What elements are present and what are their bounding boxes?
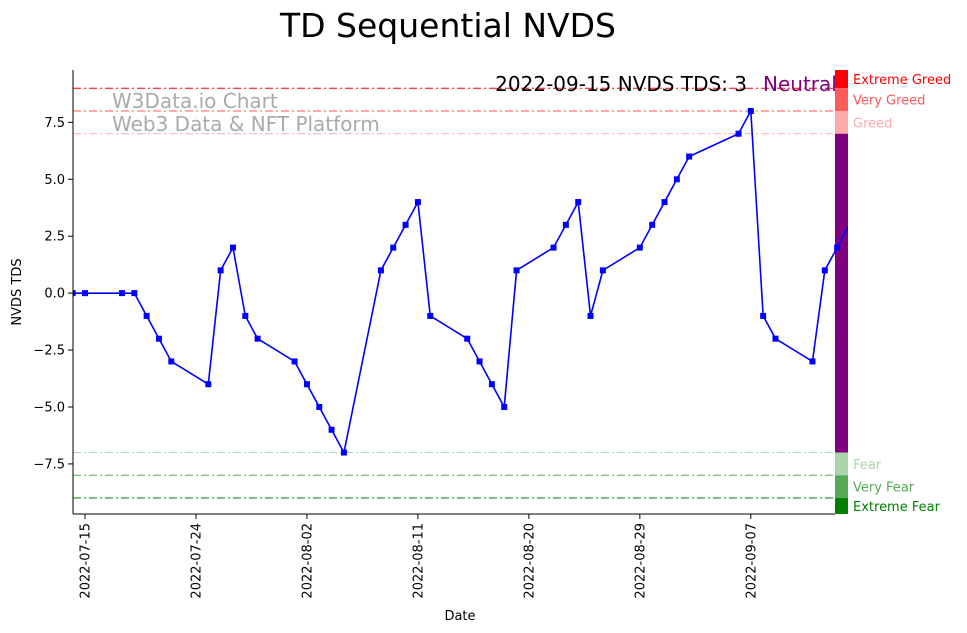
data-point-42 — [821, 267, 828, 274]
data-point-30 — [587, 312, 594, 319]
y-tick-label-6: −7.5 — [33, 457, 65, 472]
sentiment-label-2: Greed — [853, 116, 892, 131]
data-point-33 — [649, 221, 656, 228]
x-tick-label-3: 2022-08-11 — [411, 523, 426, 599]
series-line-0 — [73, 108, 848, 455]
sentiment-band-1 — [835, 88, 848, 111]
reference-lines — [73, 87, 835, 499]
y-tick-label-4: −2.5 — [33, 344, 65, 359]
data-point-3 — [131, 290, 138, 297]
data-point-39 — [760, 312, 767, 319]
series — [73, 107, 848, 456]
data-point-0 — [73, 290, 76, 297]
data-point-12 — [291, 358, 298, 365]
data-point-43 — [834, 244, 841, 251]
data-point-19 — [402, 221, 409, 228]
annotation-text: 2022-09-15 NVDS TDS: 3 — [495, 72, 747, 96]
sentiment-label-0: Extreme Greed — [853, 73, 951, 88]
x-tick-label-1: 2022-07-24 — [189, 523, 204, 599]
y-tick-label-1: 5.0 — [44, 173, 65, 188]
data-point-28 — [562, 221, 569, 228]
data-point-32 — [636, 244, 643, 251]
data-point-7 — [205, 381, 212, 388]
data-point-4 — [143, 312, 150, 319]
data-point-10 — [242, 312, 249, 319]
data-point-23 — [476, 358, 483, 365]
data-point-34 — [661, 199, 668, 206]
data-point-40 — [772, 335, 779, 342]
data-point-9 — [229, 244, 236, 251]
x-tick-label-5: 2022-08-29 — [633, 523, 648, 599]
data-point-29 — [575, 199, 582, 206]
x-tick-label-6: 2022-09-07 — [744, 523, 759, 599]
sentiment-band-4 — [835, 452, 848, 476]
data-point-21 — [427, 312, 434, 319]
y-tick-label-3: 0.0 — [44, 287, 65, 302]
data-point-22 — [464, 335, 471, 342]
ticks: 7.5 5.0 2.5 0.0 −2.5 −5.0 −7.5 2022-07-15 2022-0… — [33, 116, 759, 599]
watermark-line-1: W3Data.io Chart — [112, 89, 278, 113]
data-point-17 — [377, 267, 384, 274]
sentiment-band-6 — [835, 498, 848, 514]
data-point-35 — [673, 176, 680, 183]
x-tick-label-0: 2022-07-15 — [79, 523, 94, 599]
sentiment-band-2 — [835, 110, 848, 134]
chart-title: TD Sequential NVDS — [279, 6, 616, 45]
data-point-2 — [118, 290, 125, 297]
data-point-41 — [809, 358, 816, 365]
data-point-38 — [747, 107, 754, 114]
data-point-36 — [686, 153, 693, 160]
sentiment-band-5 — [835, 475, 848, 499]
series-group — [73, 107, 848, 456]
sentiment-label-1: Very Greed — [853, 94, 925, 109]
y-tick-label-0: 7.5 — [44, 116, 65, 131]
band-labels: Extreme Greed Very Greed Greed Fear Very Fea… — [853, 73, 951, 515]
data-point-8 — [217, 267, 224, 274]
data-point-27 — [550, 244, 557, 251]
data-point-6 — [168, 358, 175, 365]
sentiment-band-3 — [835, 133, 848, 453]
axes — [72, 70, 835, 515]
data-point-26 — [513, 267, 520, 274]
watermark: W3Data.io Chart Web3 Data & NFT Platform — [112, 89, 380, 136]
data-point-1 — [82, 290, 88, 297]
y-tick-label-5: −5.0 — [33, 400, 65, 415]
data-point-20 — [414, 199, 421, 206]
sentiment-band-0 — [835, 70, 848, 89]
annotation: 2022-09-15 NVDS TDS: 3 Neutral — [495, 72, 837, 96]
data-point-25 — [501, 403, 508, 410]
sentiment-bands — [835, 70, 848, 514]
data-point-11 — [254, 335, 261, 342]
x-tick-label-2: 2022-08-02 — [300, 523, 315, 599]
data-point-15 — [328, 426, 335, 433]
data-point-18 — [390, 244, 397, 251]
sentiment-label-6: Extreme Fear — [853, 500, 941, 515]
data-point-31 — [599, 267, 606, 274]
data-point-16 — [340, 449, 347, 456]
y-tick-label-2: 2.5 — [44, 230, 65, 245]
sentiment-label-5: Very Fear — [853, 481, 915, 496]
sentiment-label-4: Fear — [853, 458, 882, 473]
x-axis-label: Date — [444, 609, 475, 624]
data-point-24 — [488, 381, 495, 388]
data-point-5 — [155, 335, 162, 342]
data-point-14 — [316, 403, 323, 410]
watermark-line-2: Web3 Data & NFT Platform — [112, 112, 380, 136]
annotation-state: Neutral — [763, 72, 837, 96]
y-axis-label: NVDS TDS — [10, 258, 25, 325]
data-point-13 — [303, 381, 310, 388]
data-point-37 — [735, 130, 742, 137]
x-tick-label-4: 2022-08-20 — [522, 523, 537, 599]
